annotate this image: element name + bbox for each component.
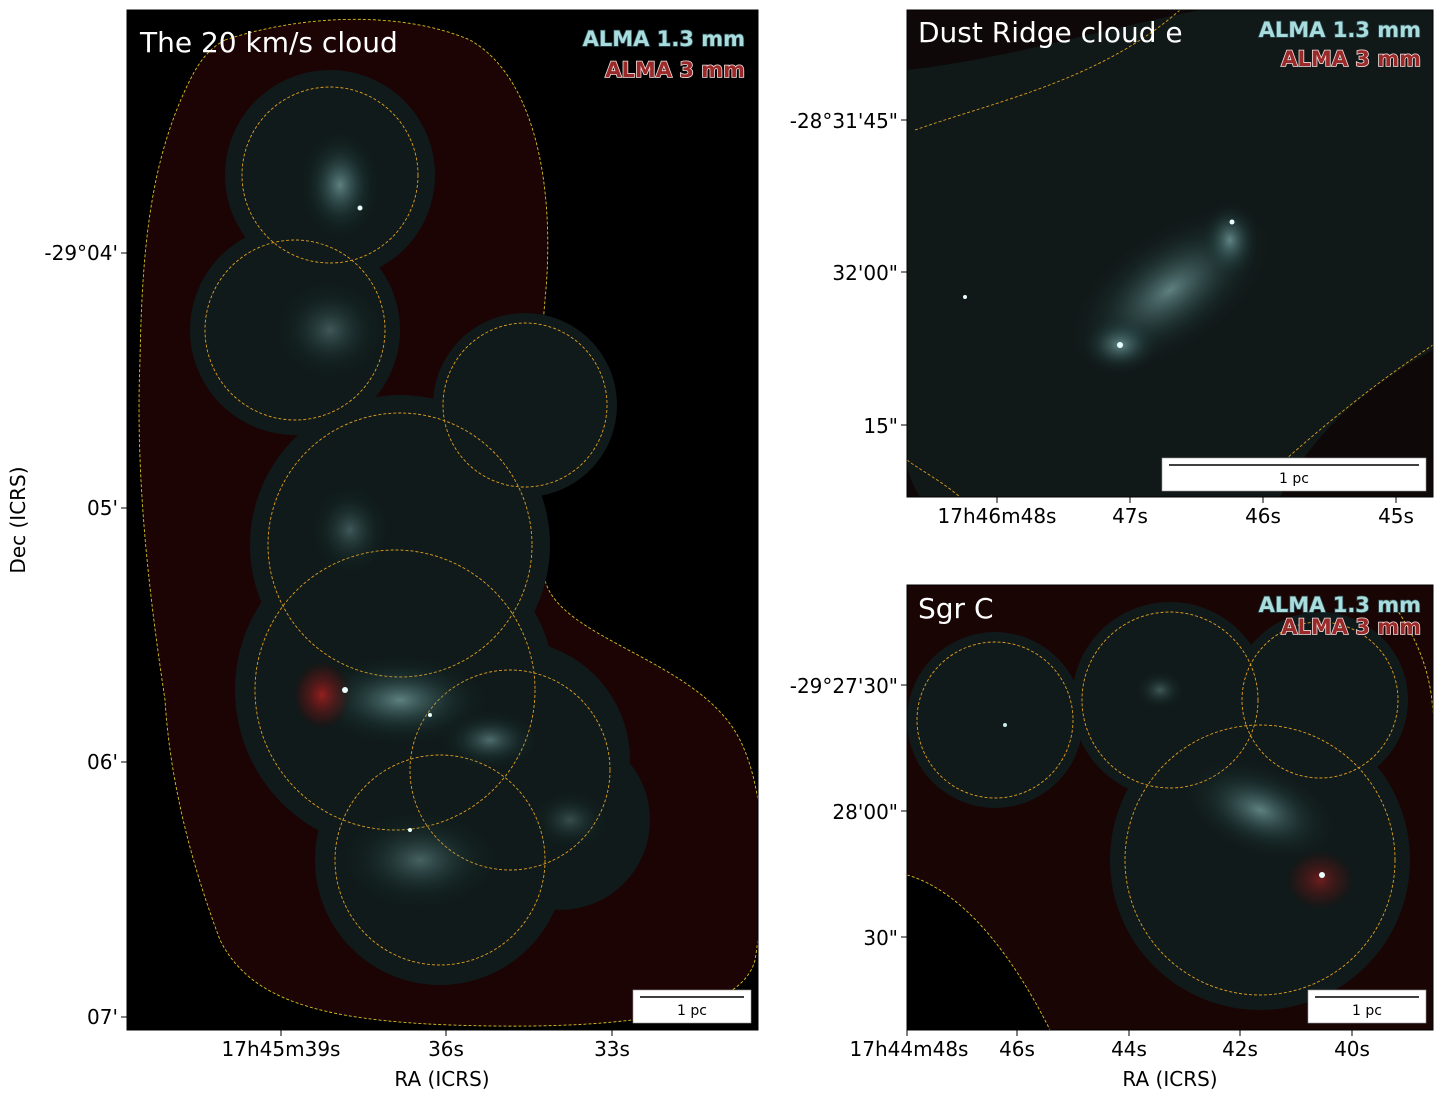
dec-tick-labels: -29°04' 05' 06' 07' <box>44 241 118 1029</box>
legend-alma-3mm: ALMA 3 mm <box>1281 615 1421 639</box>
scalebar-label: 1 pc <box>677 1003 707 1019</box>
panel-title: The 20 km/s cloud <box>139 26 398 59</box>
dec-tick: 28'00" <box>832 800 898 824</box>
dec-tick-labels: -29°27'30" 28'00" 30" <box>790 674 898 950</box>
dec-tick: 05' <box>87 496 118 520</box>
dust-emission <box>963 200 1275 375</box>
dec-tick: -28°31'45" <box>790 109 898 133</box>
legend-alma-3mm: ALMA 3 mm <box>605 58 745 82</box>
ra-tick: 42s <box>1222 1037 1258 1061</box>
ra-tick: 17h44m48s <box>850 1037 969 1061</box>
panel-title: Dust Ridge cloud e <box>918 16 1183 49</box>
panel-title: Sgr C <box>918 592 994 625</box>
field-boundary-contour <box>907 874 1051 1030</box>
panel-dust-ridge-e: Dust Ridge cloud e ALMA 1.3 mm ALMA 3 mm… <box>790 9 1434 528</box>
legend-alma-13mm: ALMA 1.3 mm <box>1259 593 1421 617</box>
ra-tick-labels: 17h44m48s 46s 44s 42s 40s <box>850 1037 1370 1061</box>
ra-tick: 36s <box>428 1037 464 1061</box>
legend-alma-3mm: ALMA 3 mm <box>1281 47 1421 71</box>
dust-emission <box>1003 670 1355 910</box>
legend-alma-13mm: ALMA 1.3 mm <box>1259 18 1421 42</box>
dust-emission <box>275 130 610 910</box>
panel-sgr-c: Sgr C ALMA 1.3 mm ALMA 3 mm 1 pc -29°27'… <box>790 584 1434 1091</box>
ra-tick: 33s <box>594 1037 630 1061</box>
ra-tick: 46s <box>1245 504 1281 528</box>
dec-tick: -29°04' <box>44 241 118 265</box>
dec-tick: 15" <box>863 414 898 438</box>
dec-tick: 07' <box>87 1005 118 1029</box>
ra-tick: 40s <box>1334 1037 1370 1061</box>
ra-tick: 46s <box>999 1037 1035 1061</box>
ra-tick: 47s <box>1112 504 1148 528</box>
y-axis-label: Dec (ICRS) <box>6 466 30 573</box>
panel-sgr-c-image <box>907 585 1433 1030</box>
scalebar-label: 1 pc <box>1279 471 1309 487</box>
panel-20kms-cloud: The 20 km/s cloud ALMA 1.3 mm ALMA 3 mm … <box>6 9 759 1091</box>
ra-tick: 17h45m39s <box>222 1037 341 1061</box>
ra-tick: 17h46m48s <box>938 504 1057 528</box>
dec-tick: -29°27'30" <box>790 674 898 698</box>
mosaic-contour <box>204 86 611 966</box>
x-axis-label: RA (ICRS) <box>1122 1067 1217 1091</box>
mosaic-contour <box>916 611 1399 996</box>
scalebar: 1 pc <box>632 989 752 1024</box>
scalebar: 1 pc <box>1307 989 1427 1024</box>
x-axis-label: RA (ICRS) <box>394 1067 489 1091</box>
field-boundary-contour <box>914 10 1181 131</box>
panel-dust-ridge-image <box>907 10 1433 497</box>
dec-tick: 30" <box>863 926 898 950</box>
field-boundary-contour <box>1284 344 1433 461</box>
legend-alma-13mm: ALMA 1.3 mm <box>583 27 745 51</box>
dec-tick: 06' <box>87 750 118 774</box>
ra-tick-labels: 17h45m39s 36s 33s <box>222 1037 630 1061</box>
ra-tick-labels: 17h46m48s 47s 46s 45s <box>938 504 1414 528</box>
scalebar-label: 1 pc <box>1352 1003 1382 1019</box>
scalebar: 1 pc <box>1161 457 1427 492</box>
dec-tick-labels: -28°31'45" 32'00" 15" <box>790 109 898 438</box>
dec-tick: 32'00" <box>832 261 898 285</box>
ra-tick: 45s <box>1378 504 1414 528</box>
ra-tick: 44s <box>1111 1037 1147 1061</box>
panel-20kms-image <box>127 10 758 1030</box>
